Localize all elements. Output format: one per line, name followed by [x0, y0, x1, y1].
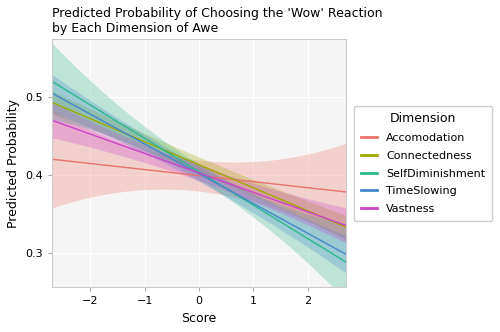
Text: Predicted Probability of Choosing the 'Wow' Reaction
by Each Dimension of Awe: Predicted Probability of Choosing the 'W… — [52, 7, 383, 35]
X-axis label: Score: Score — [182, 312, 216, 325]
Legend: Accomodation, Connectedness, SelfDiminishment, TimeSlowing, Vastness: Accomodation, Connectedness, SelfDiminis… — [354, 106, 492, 221]
Y-axis label: Predicted Probability: Predicted Probability — [7, 99, 20, 228]
